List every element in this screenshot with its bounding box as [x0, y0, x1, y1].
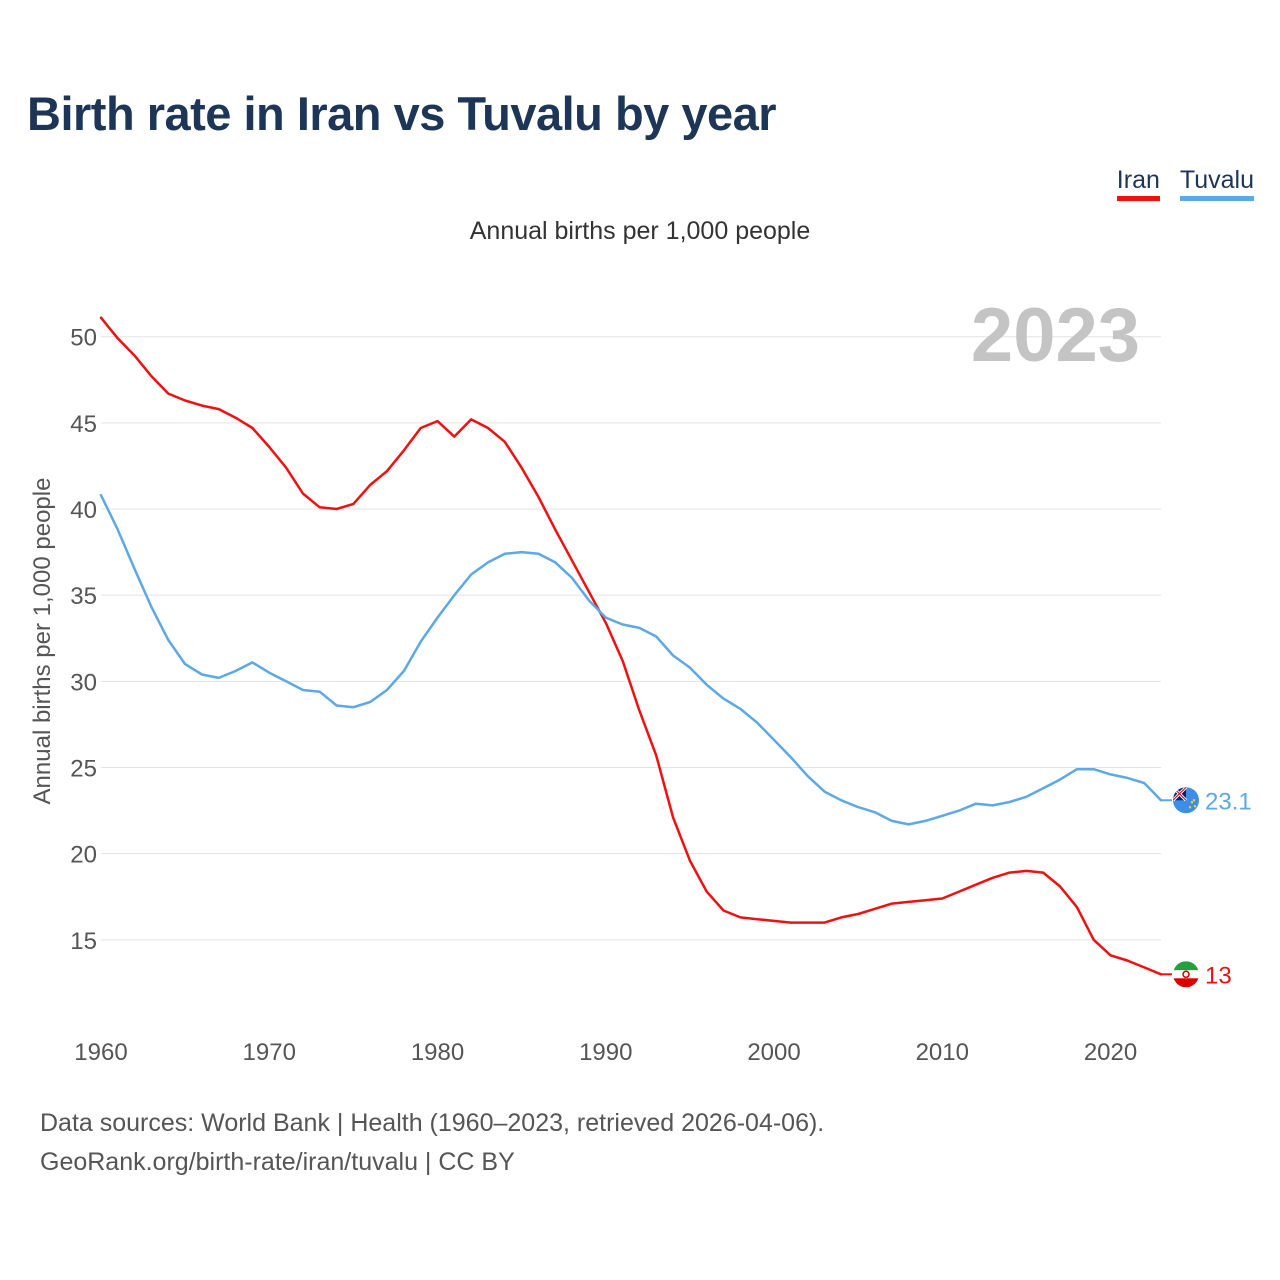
- legend: Iran Tuvalu: [1116, 166, 1254, 201]
- end-markers: 13 23.1: [1161, 787, 1252, 989]
- x-tick-label: 1980: [411, 1039, 464, 1066]
- chart-subtitle: Annual births per 1,000 people: [469, 217, 811, 245]
- year-watermark: 2023: [971, 293, 1140, 378]
- end-value-label-iran: 13: [1205, 962, 1232, 989]
- footer-sources: Data sources: World Bank | Health (1960–…: [40, 1109, 825, 1137]
- grid-lines: [101, 336, 1161, 941]
- x-axis-ticks: 1960 1970 1980 1990 2000 2010 2020: [74, 1039, 1137, 1066]
- y-tick-label: 30: [70, 669, 97, 696]
- x-tick-label: 1990: [579, 1039, 632, 1066]
- y-tick-label: 45: [70, 411, 97, 438]
- series-group: [99, 316, 1163, 976]
- y-tick-label: 40: [70, 497, 97, 524]
- legend-item-iran[interactable]: Iran: [1116, 166, 1160, 201]
- end-value-label-tuvalu: 23.1: [1205, 788, 1252, 815]
- x-tick-label: 2010: [916, 1039, 969, 1066]
- x-tick-label: 1970: [243, 1039, 296, 1066]
- y-tick-label: 25: [70, 756, 97, 783]
- series-line-tuvalu: [99, 493, 1163, 826]
- footer-link[interactable]: GeoRank.org/birth-rate/iran/tuvalu | CC …: [40, 1148, 515, 1176]
- footer: Data sources: World Bank | Health (1960–…: [40, 1104, 824, 1182]
- y-tick-label: 20: [70, 842, 97, 869]
- legend-item-tuvalu[interactable]: Tuvalu: [1179, 166, 1254, 201]
- y-tick-label: 35: [70, 583, 97, 610]
- y-tick-label: 15: [70, 928, 97, 955]
- x-tick-label: 1960: [74, 1039, 127, 1066]
- y-tick-label: 50: [70, 325, 97, 352]
- chart-title: Birth rate in Iran vs Tuvalu by year: [27, 87, 777, 140]
- iran-flag-icon: [1173, 961, 1199, 988]
- x-tick-label: 2000: [747, 1039, 800, 1066]
- series-line-iran: [99, 316, 1163, 976]
- tuvalu-flag-icon: [1173, 787, 1199, 814]
- y-axis-label: Annual births per 1,000 people: [29, 478, 56, 805]
- y-axis-ticks: 15 20 25 30 35 40 45 50: [70, 325, 97, 955]
- x-tick-label: 2020: [1084, 1039, 1137, 1066]
